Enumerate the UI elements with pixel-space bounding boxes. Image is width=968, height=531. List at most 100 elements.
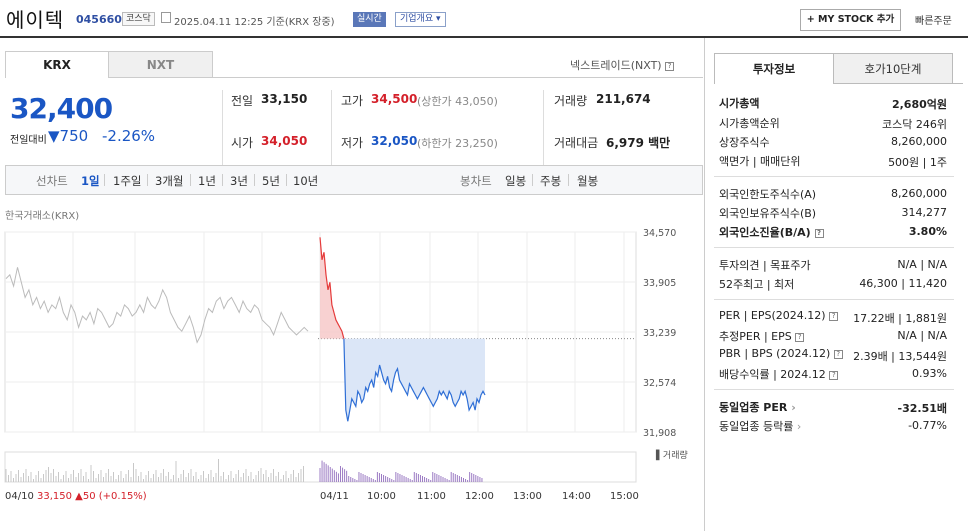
- candle-daily[interactable]: 일봉: [505, 174, 527, 188]
- div-label-text: 배당수익률 | 2024.12: [719, 368, 826, 381]
- divider: [331, 90, 332, 128]
- w52-value: 46,300 | 11,420: [859, 277, 947, 290]
- help-icon[interactable]: ?: [829, 370, 839, 380]
- par-label: 액면가 | 매매단위: [719, 155, 801, 168]
- per-label: PER | EPS(2024.12) ?: [719, 309, 839, 322]
- divider: [714, 389, 954, 390]
- market-cap-label: 시가총액: [719, 97, 760, 110]
- separator: [104, 174, 105, 186]
- sector-per-text: 동일업종 PER: [719, 401, 788, 414]
- help-icon[interactable]: ?: [829, 311, 839, 321]
- tab-invest-info[interactable]: 투자정보: [714, 53, 834, 84]
- pbr-label-text: PBR | BPS (2024.12): [719, 347, 831, 360]
- market-badge: 코스닥: [122, 12, 155, 26]
- corp-info-label: 기업개요: [400, 14, 434, 24]
- help-icon[interactable]: ?: [814, 228, 824, 238]
- amount-value: 6,979 백만: [606, 136, 671, 150]
- rank-value: 코스닥 246위: [882, 118, 947, 131]
- per-value: 17.22배 | 1,881원: [853, 312, 947, 325]
- x-tick-label: 15:00: [610, 491, 639, 502]
- x-tick-label: 11:00: [417, 491, 446, 502]
- x-tick-label: 14:00: [562, 491, 591, 502]
- price-chart[interactable]: 34,570 33,905 33,239 32,574 31,908 ▌거래량 04/10 0…: [0, 220, 704, 526]
- stock-name: 에이텍: [6, 8, 65, 32]
- help-icon[interactable]: ?: [665, 61, 675, 71]
- period-3y[interactable]: 3년: [230, 174, 248, 188]
- sector-rate-label: 동일업종 등락률 ›: [719, 418, 801, 434]
- my-stock-add-button[interactable]: + MY STOCK 추가: [800, 9, 901, 31]
- y-tick-label: 34,570: [643, 228, 676, 239]
- calendar-icon: [161, 12, 171, 23]
- sector-rate-text: 동일업종 등락률: [719, 420, 794, 433]
- foreign-ratio-text: 외국인소진율(B/A): [719, 226, 811, 239]
- fall-area: [343, 338, 485, 422]
- timestamp: 2025.04.11 12:25 기준(KRX 장중): [174, 17, 335, 28]
- separator: [190, 174, 191, 186]
- w52-label: 52주최고 | 최저: [719, 278, 795, 291]
- foreign-ratio-label: 외국인소진율(B/A) ?: [719, 224, 824, 240]
- volume-label: ▌거래량: [655, 449, 688, 461]
- lower-limit: (하한가 23,250): [417, 137, 498, 150]
- period-1d[interactable]: 1일: [81, 174, 100, 188]
- shares-value: 8,260,000: [891, 135, 947, 148]
- separator: [222, 174, 223, 186]
- divider: [222, 128, 223, 166]
- low-label: 저가: [341, 136, 364, 150]
- sector-per-label: 동일업종 PER ›: [719, 399, 796, 415]
- tab-nxt[interactable]: NXT: [108, 51, 213, 78]
- corp-info-dropdown[interactable]: 기업개요 ▾: [395, 12, 446, 27]
- tab-hoga-10[interactable]: 호가10단계: [833, 53, 953, 84]
- stock-code: 045660: [76, 13, 122, 26]
- period-1w[interactable]: 1주일: [113, 174, 142, 188]
- divider: [714, 176, 954, 177]
- est-per-value: N/A | N/A: [897, 329, 947, 342]
- help-icon[interactable]: ?: [833, 349, 843, 359]
- volume-label: 거래량: [554, 94, 588, 108]
- div-value: 0.93%: [912, 367, 947, 380]
- period-1y[interactable]: 1년: [198, 174, 216, 188]
- current-price: 32,400: [10, 92, 113, 125]
- invest-panel: [704, 38, 968, 531]
- tab-divider: [213, 77, 703, 78]
- nxt-link[interactable]: 넥스트레이드(NXT) ?: [570, 57, 675, 73]
- low-value: 32,050: [371, 134, 418, 148]
- y-tick-label: 33,905: [643, 278, 676, 289]
- chevron-right-icon[interactable]: ›: [796, 420, 802, 433]
- high-value: 34,500: [371, 92, 418, 106]
- prev-day-summary: 33,150 ▲50 (+0.15%): [37, 491, 147, 502]
- tab-krx[interactable]: KRX: [5, 51, 109, 78]
- chart-toolbar: [5, 165, 703, 195]
- pbr-value: 2.39배 | 13,544원: [853, 350, 947, 363]
- help-icon[interactable]: ?: [795, 332, 805, 342]
- period-10y[interactable]: 10년: [293, 174, 319, 188]
- open-label: 시가: [231, 136, 254, 150]
- realtime-badge[interactable]: 실시간: [353, 12, 386, 27]
- divider: [331, 128, 332, 166]
- y-tick-label: 33,239: [643, 328, 676, 339]
- est-per-label: 추정PER | EPS ?: [719, 328, 805, 344]
- x-tick-label: 10:00: [367, 491, 396, 502]
- period-5y[interactable]: 5년: [262, 174, 280, 188]
- rise-area: [320, 237, 344, 339]
- today-fall-line: [343, 338, 486, 422]
- y-tick-label: 32,574: [643, 378, 676, 389]
- separator: [254, 174, 255, 186]
- line-chart-label: 선차트: [36, 174, 68, 188]
- divider: [543, 90, 544, 128]
- candle-weekly[interactable]: 주봉: [540, 174, 562, 188]
- candle-monthly[interactable]: 월봉: [577, 174, 599, 188]
- upper-limit: (상한가 43,050): [417, 95, 498, 108]
- volume-value: 211,674: [596, 92, 651, 106]
- divider: [222, 90, 223, 128]
- candle-chart-label: 봉차트: [460, 174, 492, 188]
- exchange-label: 한국거래소(KRX): [5, 211, 80, 222]
- rank-label: 시가총액순위: [719, 117, 780, 130]
- pbr-label: PBR | BPS (2024.12) ?: [719, 347, 843, 360]
- divider: [714, 299, 954, 300]
- chevron-down-icon: ▾: [436, 14, 441, 24]
- diff-percent: -2.26%: [102, 127, 156, 145]
- separator: [147, 174, 148, 186]
- chevron-right-icon[interactable]: ›: [791, 401, 796, 414]
- period-3m[interactable]: 3개월: [155, 174, 184, 188]
- quick-order-button[interactable]: 빠른주문: [915, 16, 952, 27]
